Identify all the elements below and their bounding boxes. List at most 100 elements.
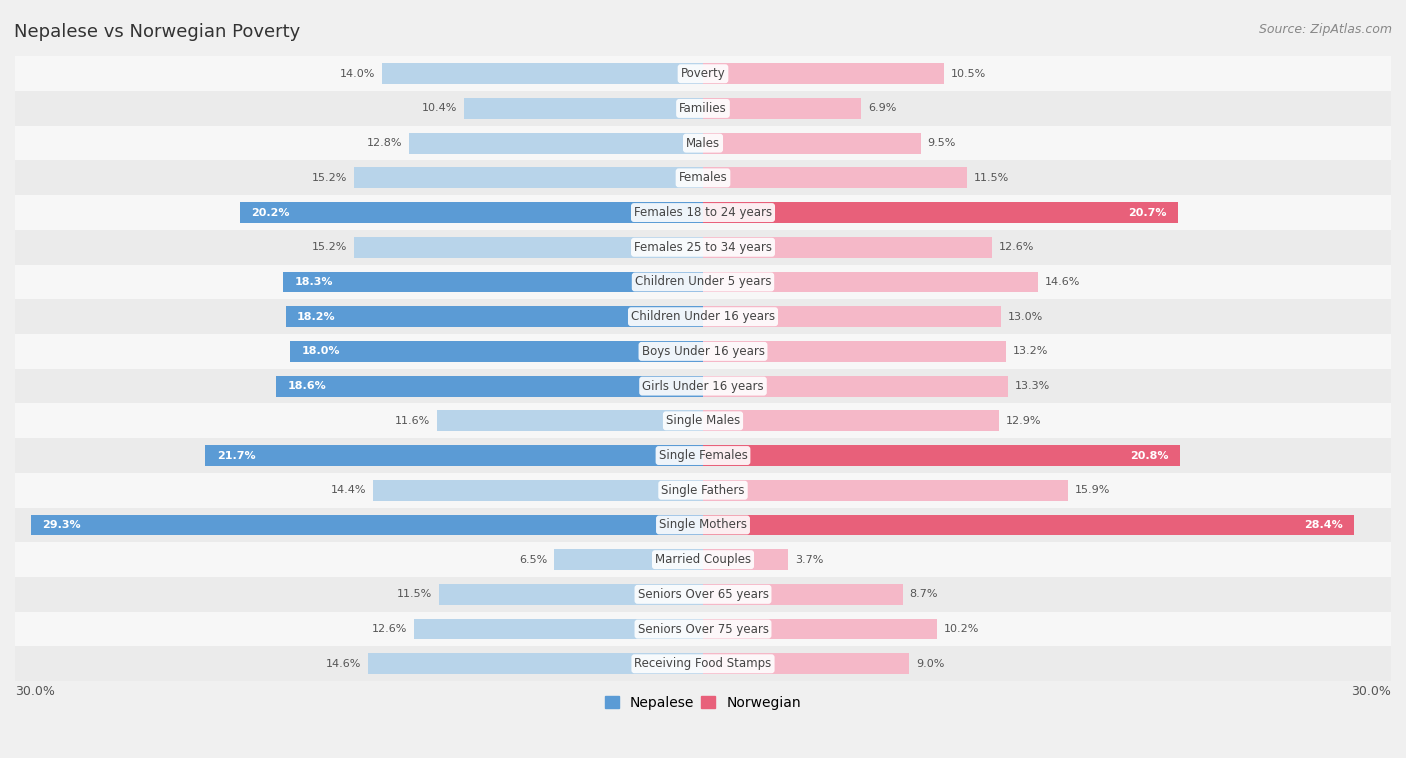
Bar bbox=[703, 236, 993, 258]
Bar bbox=[703, 202, 1178, 223]
Text: 6.9%: 6.9% bbox=[868, 103, 897, 114]
Bar bbox=[413, 619, 703, 640]
Text: Single Mothers: Single Mothers bbox=[659, 518, 747, 531]
Bar bbox=[15, 56, 1391, 91]
Text: 29.3%: 29.3% bbox=[42, 520, 82, 530]
Text: Children Under 16 years: Children Under 16 years bbox=[631, 310, 775, 323]
Text: 11.5%: 11.5% bbox=[396, 590, 433, 600]
Bar bbox=[15, 91, 1391, 126]
Text: 11.5%: 11.5% bbox=[973, 173, 1010, 183]
Text: 20.7%: 20.7% bbox=[1128, 208, 1166, 218]
Bar bbox=[31, 515, 703, 535]
Text: Boys Under 16 years: Boys Under 16 years bbox=[641, 345, 765, 358]
Bar bbox=[15, 161, 1391, 196]
Text: 3.7%: 3.7% bbox=[794, 555, 823, 565]
Text: 14.6%: 14.6% bbox=[326, 659, 361, 669]
Text: 30.0%: 30.0% bbox=[1351, 685, 1391, 698]
Bar bbox=[15, 647, 1391, 681]
Text: 10.5%: 10.5% bbox=[950, 69, 986, 79]
Text: 15.2%: 15.2% bbox=[312, 173, 347, 183]
Bar bbox=[15, 265, 1391, 299]
Text: Single Males: Single Males bbox=[666, 415, 740, 428]
Bar bbox=[277, 376, 703, 396]
Bar bbox=[703, 480, 1067, 500]
Bar bbox=[703, 619, 936, 640]
Bar bbox=[382, 64, 703, 84]
Text: 14.0%: 14.0% bbox=[340, 69, 375, 79]
Bar bbox=[15, 126, 1391, 161]
Text: 10.2%: 10.2% bbox=[943, 624, 979, 634]
Text: Seniors Over 65 years: Seniors Over 65 years bbox=[637, 588, 769, 601]
Text: 18.2%: 18.2% bbox=[297, 312, 336, 321]
Text: 13.2%: 13.2% bbox=[1012, 346, 1047, 356]
Text: 28.4%: 28.4% bbox=[1305, 520, 1343, 530]
Text: Receiving Food Stamps: Receiving Food Stamps bbox=[634, 657, 772, 670]
Text: 12.6%: 12.6% bbox=[371, 624, 408, 634]
Bar bbox=[240, 202, 703, 223]
Bar bbox=[15, 299, 1391, 334]
Bar bbox=[703, 133, 921, 154]
Bar bbox=[703, 445, 1180, 466]
Text: Married Couples: Married Couples bbox=[655, 553, 751, 566]
Text: 12.8%: 12.8% bbox=[367, 138, 402, 148]
Text: 14.4%: 14.4% bbox=[330, 485, 366, 495]
Bar bbox=[703, 168, 967, 188]
Bar bbox=[354, 168, 703, 188]
Bar bbox=[703, 271, 1038, 293]
Bar bbox=[15, 196, 1391, 230]
Bar bbox=[554, 550, 703, 570]
Bar bbox=[703, 584, 903, 605]
Bar bbox=[703, 341, 1005, 362]
Bar bbox=[354, 236, 703, 258]
Text: 12.9%: 12.9% bbox=[1005, 416, 1042, 426]
Bar bbox=[284, 271, 703, 293]
Bar bbox=[15, 473, 1391, 508]
Bar bbox=[703, 64, 943, 84]
Bar bbox=[437, 410, 703, 431]
Text: 6.5%: 6.5% bbox=[519, 555, 547, 565]
Text: 13.3%: 13.3% bbox=[1015, 381, 1050, 391]
Text: Males: Males bbox=[686, 136, 720, 149]
Text: Nepalese vs Norwegian Poverty: Nepalese vs Norwegian Poverty bbox=[14, 23, 301, 41]
Bar bbox=[205, 445, 703, 466]
Text: Children Under 5 years: Children Under 5 years bbox=[634, 275, 772, 289]
Bar bbox=[15, 334, 1391, 368]
Text: 13.0%: 13.0% bbox=[1008, 312, 1043, 321]
Text: 10.4%: 10.4% bbox=[422, 103, 457, 114]
Bar bbox=[703, 306, 1001, 327]
Bar bbox=[290, 341, 703, 362]
Text: Females 25 to 34 years: Females 25 to 34 years bbox=[634, 241, 772, 254]
Text: Females: Females bbox=[679, 171, 727, 184]
Bar bbox=[15, 577, 1391, 612]
Bar bbox=[368, 653, 703, 674]
Text: Seniors Over 75 years: Seniors Over 75 years bbox=[637, 622, 769, 635]
Bar bbox=[15, 368, 1391, 403]
Bar bbox=[464, 98, 703, 119]
Bar bbox=[15, 438, 1391, 473]
Text: 14.6%: 14.6% bbox=[1045, 277, 1080, 287]
Text: 18.0%: 18.0% bbox=[302, 346, 340, 356]
Bar bbox=[15, 612, 1391, 647]
Legend: Nepalese, Norwegian: Nepalese, Norwegian bbox=[599, 691, 807, 716]
Text: 20.8%: 20.8% bbox=[1130, 450, 1168, 461]
Text: Females 18 to 24 years: Females 18 to 24 years bbox=[634, 206, 772, 219]
Bar bbox=[15, 403, 1391, 438]
Bar bbox=[15, 230, 1391, 265]
Text: Families: Families bbox=[679, 102, 727, 115]
Text: 18.3%: 18.3% bbox=[295, 277, 333, 287]
Text: 18.6%: 18.6% bbox=[288, 381, 326, 391]
Text: 15.9%: 15.9% bbox=[1074, 485, 1109, 495]
Text: 30.0%: 30.0% bbox=[15, 685, 55, 698]
Text: 9.0%: 9.0% bbox=[917, 659, 945, 669]
Text: Girls Under 16 years: Girls Under 16 years bbox=[643, 380, 763, 393]
Bar bbox=[15, 508, 1391, 542]
Text: 21.7%: 21.7% bbox=[217, 450, 256, 461]
Bar bbox=[703, 376, 1008, 396]
Bar bbox=[703, 98, 862, 119]
Bar bbox=[285, 306, 703, 327]
Bar bbox=[409, 133, 703, 154]
Text: Source: ZipAtlas.com: Source: ZipAtlas.com bbox=[1258, 23, 1392, 36]
Bar bbox=[703, 653, 910, 674]
Text: 12.6%: 12.6% bbox=[998, 243, 1035, 252]
Text: 20.2%: 20.2% bbox=[252, 208, 290, 218]
